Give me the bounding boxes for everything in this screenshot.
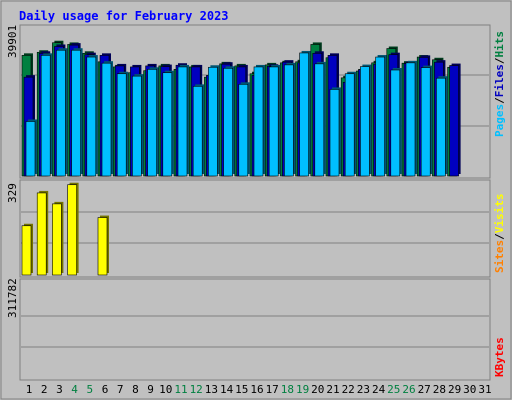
bar-pages-13	[208, 66, 218, 177]
x-tick-label: 1	[26, 383, 33, 396]
x-tick-label: 6	[102, 383, 109, 396]
x-tick-label: 28	[433, 383, 446, 396]
bars-top	[21, 40, 461, 177]
legend-hits: Pages	[493, 104, 506, 137]
x-tick-label: 21	[326, 383, 339, 396]
x-tick-label: 9	[147, 383, 154, 396]
bar-pages-11	[177, 66, 188, 177]
x-tick-label: 26	[402, 383, 415, 396]
legend-pages: Hits	[493, 31, 506, 58]
bar-pages-8	[132, 75, 142, 177]
bar-files-29	[449, 65, 459, 177]
x-tick-label: 20	[311, 383, 324, 396]
x-tick-label: 25	[387, 383, 400, 396]
legend-middle: Sites/Visits	[493, 194, 506, 274]
max-label-top: 39901	[6, 25, 19, 58]
bar-pages-17	[268, 66, 279, 177]
x-tick-label: 12	[190, 383, 203, 396]
bar-pages-14	[223, 67, 233, 177]
x-tick-label: 10	[159, 383, 172, 396]
legend-slash-2: /	[493, 57, 506, 64]
legend: Pages/Files/Hits Sites/Visits KBytes	[493, 31, 506, 377]
bar-pages-28	[436, 77, 446, 177]
x-tick-label: 4	[71, 383, 78, 396]
bar-pages-16	[253, 66, 264, 177]
bar-pages-4	[71, 49, 81, 177]
bar-pages-23	[360, 66, 370, 177]
bar-pages-15	[238, 84, 249, 177]
legend-slash-1: /	[493, 97, 506, 104]
x-tick-label: 3	[56, 383, 63, 396]
x-tick-label: 27	[418, 383, 431, 396]
x-tick-label: 23	[357, 383, 370, 396]
bar-visits-4	[67, 184, 77, 276]
panel-bottom-frame	[19, 278, 491, 381]
max-label-bottom: 311782	[6, 278, 19, 318]
legend-visits: Visits	[493, 194, 506, 234]
x-tick-label: 15	[235, 383, 248, 396]
bar-visits-3	[52, 203, 62, 276]
x-tick-label: 18	[281, 383, 294, 396]
x-axis-labels: 1 2 3 4 5 6 7 8 9 10 11 12 13 14 15 16 17 18 19 20 21 22 23 24 2…	[26, 383, 492, 396]
bar-pages-27	[420, 67, 431, 177]
bar-pages-1	[25, 121, 36, 177]
bar-pages-19	[299, 52, 309, 177]
bar-pages-9	[147, 69, 157, 177]
bar-pages-12	[192, 86, 203, 177]
x-tick-label: 17	[266, 383, 279, 396]
legend-kbytes: KBytes	[493, 337, 506, 377]
legend-slash-3: /	[493, 233, 506, 240]
grid-bottom	[21, 315, 489, 348]
max-labels: 39901 329 311782	[6, 25, 19, 318]
chart-title: Daily usage for February 2023	[19, 9, 229, 23]
legend-sites: Sites	[493, 240, 506, 273]
x-tick-label: 31	[478, 383, 491, 396]
x-tick-label: 22	[342, 383, 355, 396]
x-tick-label: 30	[463, 383, 476, 396]
bar-pages-20	[314, 63, 325, 177]
x-tick-label: 7	[117, 383, 124, 396]
bar-pages-21	[329, 89, 340, 177]
bar-pages-24	[375, 56, 385, 177]
bar-pages-5	[86, 56, 97, 177]
bar-visits-2	[36, 192, 47, 276]
x-tick-label: 19	[296, 383, 309, 396]
bar-pages-22	[344, 73, 355, 177]
x-tick-label: 8	[132, 383, 139, 396]
x-tick-label: 29	[448, 383, 461, 396]
max-label-middle: 329	[6, 183, 19, 203]
bar-visits-6	[97, 217, 108, 276]
panel-middle-frame	[19, 179, 491, 278]
bars-middle	[21, 182, 109, 276]
bar-pages-26	[405, 62, 416, 177]
x-tick-label: 16	[250, 383, 263, 396]
bar-pages-10	[162, 72, 173, 177]
x-tick-label: 2	[41, 383, 48, 396]
bar-pages-7	[116, 73, 127, 177]
bar-pages-6	[101, 62, 112, 177]
x-tick-label: 24	[372, 383, 386, 396]
x-tick-label: 11	[174, 383, 187, 396]
panel-top-frame	[19, 24, 491, 179]
bar-pages-2	[40, 55, 51, 177]
bar-pages-18	[284, 64, 294, 177]
x-tick-label: 14	[220, 383, 234, 396]
x-tick-label: 13	[205, 383, 218, 396]
bar-visits-1	[21, 225, 32, 276]
x-tick-label: 5	[86, 383, 93, 396]
legend-files: Files	[493, 64, 506, 97]
bar-pages-25	[390, 69, 401, 177]
legend-top: Pages/Files/Hits	[493, 31, 506, 137]
bar-pages-3	[56, 49, 66, 177]
